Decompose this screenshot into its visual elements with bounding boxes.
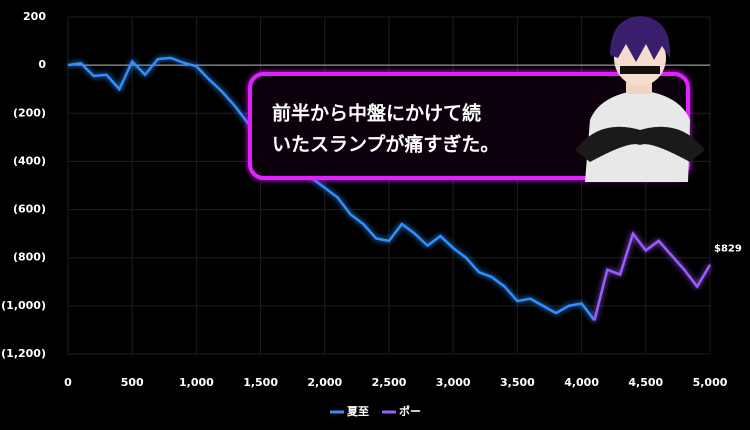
y-tick-label: 200 bbox=[23, 10, 46, 23]
x-tick-label: 5,000 bbox=[693, 376, 728, 389]
arms bbox=[575, 126, 705, 162]
annotation-line: いたスランプが痛すぎた。 bbox=[272, 133, 499, 156]
series-line bbox=[593, 230, 712, 321]
y-tick-label: (800) bbox=[13, 251, 46, 264]
x-tick-label: 1,500 bbox=[243, 376, 278, 389]
series-line bbox=[67, 56, 596, 322]
x-tick-label: 4,000 bbox=[564, 376, 599, 389]
data-label: $829 bbox=[714, 244, 742, 255]
x-tick-label: 500 bbox=[121, 376, 144, 389]
y-tick-label: (600) bbox=[13, 203, 46, 216]
mask bbox=[620, 66, 660, 74]
x-tick-label: 3,500 bbox=[500, 376, 535, 389]
y-tick-label: (200) bbox=[13, 106, 46, 119]
x-tick-label: 2,500 bbox=[372, 376, 407, 389]
x-tick-label: 0 bbox=[64, 376, 72, 389]
hair bbox=[610, 16, 671, 62]
legend-label: 夏至 bbox=[347, 405, 369, 418]
x-tick-label: 3,000 bbox=[436, 376, 471, 389]
y-tick-label: (1,200) bbox=[1, 347, 46, 360]
plot-area: 200 0 (200) (400) (600) (800) (1,000) (1,200) 0 5… bbox=[1, 10, 742, 389]
x-tick-label: 2,000 bbox=[307, 376, 342, 389]
y-tick-label: (1,000) bbox=[1, 299, 46, 312]
y-tick-label: 0 bbox=[38, 58, 46, 71]
x-tick-label: 1,000 bbox=[179, 376, 214, 389]
legend: 夏至 ポー bbox=[330, 404, 421, 418]
legend-label: ポー bbox=[399, 404, 421, 418]
x-tick-label: 4,500 bbox=[628, 376, 663, 389]
y-tick-label: (400) bbox=[13, 154, 46, 167]
character bbox=[575, 16, 705, 182]
annotation-line: 前半から中盤にかけて続 bbox=[272, 102, 481, 125]
